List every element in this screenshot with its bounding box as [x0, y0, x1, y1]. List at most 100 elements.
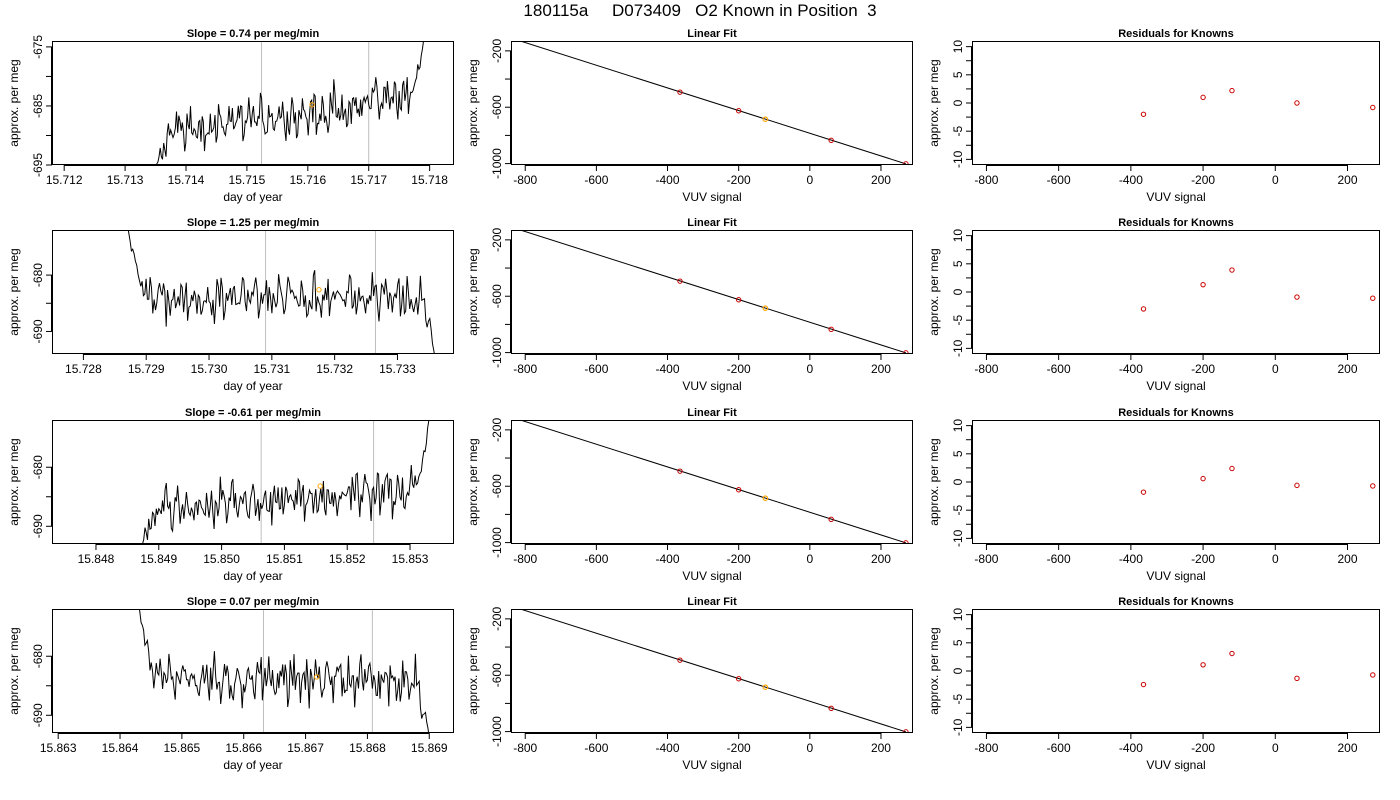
- y-tick-label: 0: [951, 99, 965, 106]
- panel-2-3: Residuals for Knowns VUV signal approx. pe…: [927, 217, 1380, 393]
- y-tick-label: 0: [951, 667, 965, 674]
- panel-1-3: Residuals for Knowns VUV signal approx. pe…: [927, 28, 1380, 204]
- y-axis-label: approx. per meg: [927, 438, 941, 525]
- y-tick-label: -1000: [490, 527, 504, 558]
- x-axis-label: VUV signal: [1146, 190, 1205, 204]
- panel-3-1: Slope = -0.61 per meg/min day of year appr…: [7, 407, 454, 583]
- y-tick-label: -5: [951, 694, 965, 705]
- data-trace: [127, 230, 435, 354]
- x-tick-label: -400: [1119, 552, 1143, 566]
- x-tick-label: -600: [584, 173, 608, 187]
- x-tick-label: 15.851: [266, 552, 303, 566]
- x-tick-label: 0: [1272, 362, 1279, 376]
- y-tick-label: 10: [951, 229, 965, 243]
- x-tick-label: 15.863: [40, 741, 77, 755]
- x-tick-label: -200: [727, 173, 751, 187]
- fit-line: [518, 41, 907, 165]
- plot-area: [1140, 650, 1376, 688]
- y-tick-label: -675: [31, 35, 45, 59]
- data-point: [1370, 483, 1376, 489]
- data-point: [1294, 675, 1300, 682]
- figure-title: 180115a D073409 O2 Known in Position 3: [523, 1, 877, 20]
- x-tick-label: -200: [1191, 362, 1215, 376]
- x-tick-label: -600: [1047, 552, 1071, 566]
- x-tick-label: -800: [513, 173, 537, 187]
- x-tick-label: 0: [806, 173, 813, 187]
- y-tick-label: -1000: [490, 148, 504, 179]
- x-axis-label: VUV signal: [1146, 569, 1205, 583]
- x-tick-label: -600: [584, 552, 608, 566]
- y-tick-label: -690: [31, 514, 45, 538]
- data-point: [1140, 306, 1147, 312]
- y-axis-label: approx. per meg: [7, 248, 21, 335]
- y-tick-label: -690: [31, 703, 45, 727]
- data-point: [677, 468, 683, 474]
- y-tick-label: -695: [31, 153, 45, 177]
- y-tick-label: -10: [951, 718, 965, 736]
- x-tick-label: -400: [656, 552, 680, 566]
- x-tick-label: -400: [656, 173, 680, 187]
- y-axis-label: approx. per meg: [927, 248, 941, 335]
- data-point: [903, 161, 909, 165]
- x-tick-label: -800: [513, 362, 537, 376]
- x-tick-label: -400: [656, 741, 680, 755]
- panel-title: Residuals for Knowns: [1118, 28, 1234, 40]
- y-axis-label: approx. per meg: [466, 438, 480, 525]
- panel-title: Slope = 0.07 per meg/min: [187, 596, 320, 608]
- x-axis-label: day of year: [223, 758, 282, 772]
- x-tick-label: 15.865: [164, 741, 201, 755]
- highlight-point: [762, 495, 769, 502]
- plot-area: [1140, 465, 1376, 495]
- data-point: [1200, 662, 1206, 668]
- y-tick-label: -200: [490, 39, 504, 63]
- data-point: [1140, 681, 1147, 688]
- panel-title: Residuals for Knowns: [1118, 596, 1234, 608]
- x-tick-label: -400: [1119, 741, 1143, 755]
- x-tick-label: -800: [974, 362, 998, 376]
- panel-title: Residuals for Knowns: [1118, 407, 1234, 419]
- data-point: [735, 676, 742, 682]
- plot-frame: [511, 230, 913, 354]
- y-tick-label: 10: [951, 419, 965, 433]
- y-tick-label: -10: [951, 150, 965, 168]
- highlight-point: [762, 684, 769, 691]
- fit-line: [518, 609, 907, 733]
- panel-title: Linear Fit: [687, 596, 737, 608]
- x-tick-label: 15.712: [46, 173, 83, 187]
- panel-title: Slope = 0.74 per meg/min: [187, 28, 320, 40]
- y-axis-label: approx. per meg: [466, 248, 480, 335]
- x-tick-label: 15.866: [225, 741, 262, 755]
- panel-title: Linear Fit: [687, 217, 737, 229]
- data-point: [1140, 489, 1147, 495]
- panel-title: Slope = -0.61 per meg/min: [185, 407, 321, 419]
- x-tick-label: -400: [1119, 173, 1143, 187]
- data-point: [677, 278, 683, 284]
- plot-frame: [52, 230, 454, 354]
- plot-area: [1140, 87, 1376, 117]
- plot-frame: [511, 420, 913, 544]
- fit-line: [518, 420, 907, 544]
- x-tick-label: -600: [1047, 362, 1071, 376]
- data-trace: [140, 420, 430, 544]
- plot-frame: [52, 420, 454, 544]
- x-tick-label: 15.867: [287, 741, 324, 755]
- data-point: [1370, 672, 1376, 678]
- y-tick-label: -600: [490, 474, 504, 498]
- y-tick-label: -5: [951, 505, 965, 516]
- plot-frame: [52, 41, 454, 165]
- x-axis-label: day of year: [223, 379, 282, 393]
- x-axis-label: VUV signal: [682, 569, 741, 583]
- x-tick-label: 200: [1337, 362, 1357, 376]
- y-tick-label: 0: [951, 478, 965, 485]
- x-tick-label: 0: [1272, 552, 1279, 566]
- panel-3-3: Residuals for Knowns VUV signal approx. pe…: [927, 407, 1380, 583]
- x-tick-label: -800: [974, 741, 998, 755]
- y-tick-label: 5: [951, 260, 965, 267]
- y-tick-label: -10: [951, 529, 965, 547]
- x-tick-label: 0: [806, 362, 813, 376]
- x-tick-label: -400: [656, 362, 680, 376]
- x-tick-label: 15.869: [411, 741, 448, 755]
- x-axis-label: VUV signal: [682, 758, 741, 772]
- y-tick-label: -10: [951, 339, 965, 357]
